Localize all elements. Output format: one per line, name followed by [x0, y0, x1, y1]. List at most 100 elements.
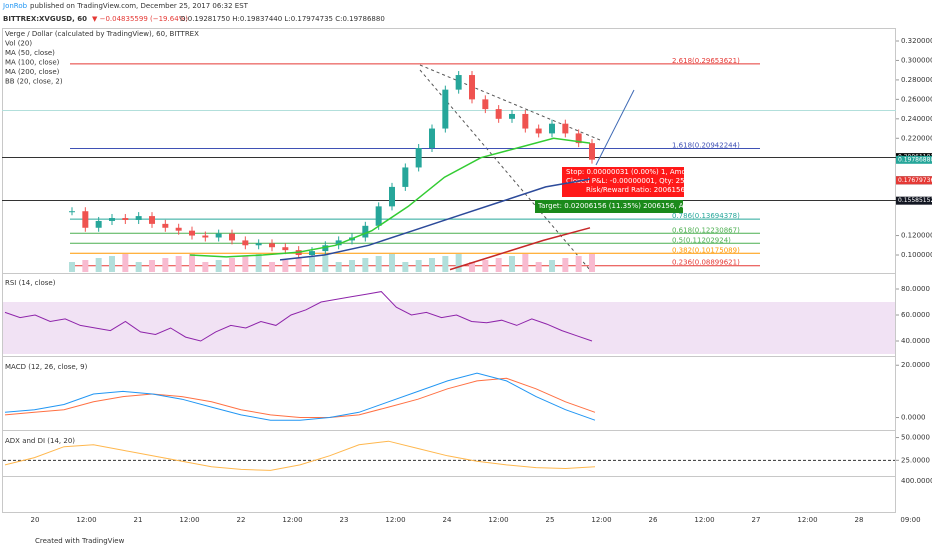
- symbol: BITTREX:XVGUSD, 60: [3, 15, 87, 23]
- time-tick-label: 20: [31, 516, 40, 524]
- candle: [242, 240, 249, 246]
- volume-bar: [455, 254, 462, 272]
- ma200-line: [449, 227, 591, 271]
- legend-item: Verge / Dollar (calculated by TradingVie…: [5, 30, 199, 38]
- price-tick-label: 0.26000000: [901, 95, 932, 103]
- author[interactable]: JonRob: [2, 2, 28, 10]
- price-badge-label: 0.15585152: [898, 197, 932, 204]
- pane-tick-label: 20.0000: [901, 361, 930, 369]
- time-tick-label: 12:00: [385, 516, 405, 524]
- volume-bar: [589, 254, 595, 272]
- price-badge: [896, 155, 932, 164]
- stop: Stop: 0.00000031 (0.00%) 1, Amount: 750: [566, 168, 715, 176]
- volume-bar: [229, 258, 235, 272]
- candle: [82, 211, 89, 228]
- candle: [162, 223, 169, 228]
- pane-tick-label: 80.0000: [901, 285, 930, 293]
- time-tick-label: 12:00: [591, 516, 611, 524]
- candle: [509, 113, 515, 119]
- volume-bar: [535, 262, 542, 272]
- target-box: [535, 200, 683, 213]
- candle: [362, 225, 369, 238]
- candle: [442, 89, 449, 129]
- time-tick-label: 12:00: [179, 516, 199, 524]
- candle: [322, 245, 329, 252]
- volume-bar: [389, 254, 395, 272]
- stop-box: [562, 167, 684, 197]
- candle: [415, 148, 422, 168]
- candle: [215, 233, 222, 238]
- time-tick-label: 28: [855, 516, 864, 524]
- price-tick-label: 0.28000000: [901, 76, 932, 84]
- price-tick-label: 0.30000000: [901, 56, 932, 64]
- pane-title: RSI (14, close): [5, 279, 56, 287]
- volume-bar: [375, 256, 382, 272]
- volume-bar: [269, 262, 275, 272]
- projection-arrow: [595, 89, 635, 166]
- candle: [189, 230, 195, 236]
- legend-item: MA (100, close): [5, 59, 60, 67]
- volume-bar: [69, 262, 75, 272]
- candle: [589, 143, 595, 160]
- candle: [522, 113, 529, 129]
- volume-bar: [109, 256, 115, 272]
- pane-tick-label: 60.0000: [901, 311, 930, 319]
- volume-bar: [415, 260, 422, 272]
- candle: [122, 218, 129, 220]
- time-tick-label: 22: [237, 516, 246, 524]
- candle: [69, 211, 75, 213]
- fib-label: 0.618(0.12230867): [672, 226, 740, 234]
- candle: [202, 235, 209, 238]
- macd-line: [4, 372, 596, 421]
- volume-bar: [495, 258, 502, 272]
- fib-label: 0.382(0.10175089): [672, 246, 740, 254]
- pane-title: ADX and DI (14, 20): [5, 437, 75, 445]
- volume-bar: [402, 262, 409, 272]
- time-tick-label: 24: [443, 516, 452, 524]
- volume-bar: [562, 258, 569, 272]
- ratio: Risk/Reward Ratio: 2006156: [586, 186, 685, 194]
- price-badge: [896, 196, 932, 205]
- volume-bar: [362, 258, 369, 272]
- candle: [149, 216, 155, 224]
- volume-bar: [335, 262, 342, 272]
- time-tick-label: 25: [546, 516, 555, 524]
- candle: [135, 216, 142, 220]
- candle: [175, 227, 182, 231]
- rsi-line: [4, 291, 593, 342]
- candle: [282, 247, 289, 251]
- volume-bar: [82, 260, 89, 272]
- volume-bar: [255, 254, 262, 272]
- candle: [495, 109, 502, 119]
- volume-bar: [189, 254, 195, 272]
- time-tick-label: 26: [649, 516, 658, 524]
- pnl: Closed P&L: -0.00000001, Qty: 2500000000: [566, 177, 720, 185]
- legend-item: MA (200, close): [5, 68, 60, 76]
- candle: [455, 75, 462, 90]
- volume-bar: [242, 256, 249, 272]
- candle: [269, 243, 275, 248]
- fib-label: 1.618(0.20942244): [672, 142, 740, 150]
- price-badge-label: 0.19786880: [898, 156, 932, 163]
- price-badge: [896, 176, 932, 185]
- volume-bar: [429, 258, 435, 272]
- fib-label: 0.236(0.08899621): [672, 259, 740, 267]
- candle: [535, 128, 542, 134]
- volume-bar: [95, 258, 102, 272]
- volume-bar: [215, 260, 222, 272]
- volume-bar: [469, 262, 475, 272]
- signal-line: [4, 377, 596, 418]
- price-tick-label: 0.24000000: [901, 115, 932, 123]
- time-tick-label: 23: [340, 516, 349, 524]
- adx-line: [4, 440, 596, 471]
- fib-label: 0.786(0.13694378): [672, 212, 740, 220]
- pane-borders: [2, 28, 896, 513]
- time-tick-label: 12:00: [797, 516, 817, 524]
- candle: [95, 220, 102, 228]
- volume-bar: [509, 256, 515, 272]
- fib-label: 0.5(0.11202924): [672, 236, 731, 244]
- time-tick-label: 09:00: [900, 516, 920, 524]
- pane-tick-label: 40.0000: [901, 337, 930, 345]
